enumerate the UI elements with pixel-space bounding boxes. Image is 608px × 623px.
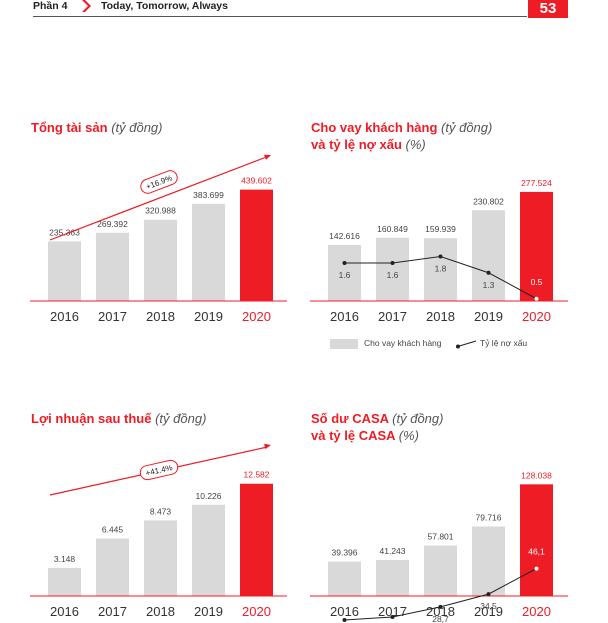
profit-value-label-2020: 12.582 [244, 470, 270, 480]
assets-tick-2018: 2018 [146, 309, 175, 324]
profit-value-label-2017: 6.445 [102, 524, 124, 534]
loans-value-label-2019: 230.802 [473, 196, 504, 206]
loans-tick-2018: 2018 [426, 309, 455, 324]
page-header: Phần 4 Today, Tomorrow, Always 53 [0, 0, 608, 20]
casa-value-label-2020: 128.038 [521, 470, 552, 480]
loans-chart-title: Cho vay khách hàng (tỷ đồng) và tỷ lệ nợ… [311, 120, 493, 152]
assets-tick-2020: 2020 [242, 309, 271, 324]
casa-tick-2020: 2020 [522, 604, 551, 619]
profit-tick-2018: 2018 [146, 604, 175, 619]
assets-value-label-2018: 320.988 [145, 206, 176, 216]
casa-point-label-2019: 34,5 [480, 601, 497, 611]
casa-value-label-2016: 39.396 [332, 548, 358, 558]
assets-tick-2019: 2019 [194, 309, 223, 324]
loans-point-label-2016: 1.6 [339, 270, 351, 280]
chevron-right-icon [82, 0, 91, 12]
legend-line-icon [455, 340, 477, 349]
loans-point-2019 [486, 270, 491, 275]
section-label: Phần 4 [33, 0, 68, 12]
assets-bar-2019 [192, 203, 225, 301]
casa-value-label-2018: 57.801 [428, 532, 454, 542]
profit-bar-2018 [144, 520, 177, 596]
assets-bar-2018 [144, 219, 177, 301]
casa-point-label-2018: 28,7 [432, 614, 449, 623]
loans-bar-2017 [376, 237, 409, 301]
casa-bar-2020 [520, 484, 553, 596]
casa-bar-2019 [472, 526, 505, 596]
legend-loans-label: Cho vay khách hàng [364, 338, 442, 348]
loans-tick-2016: 2016 [330, 309, 359, 324]
section-subtitle: Today, Tomorrow, Always [101, 0, 228, 12]
profit-value-label-2016: 3.148 [54, 554, 76, 564]
assets-growth-arrowhead [264, 154, 271, 160]
loans-bar-2020 [520, 191, 553, 301]
assets-bar-2016 [48, 241, 81, 301]
casa-point-2018 [438, 604, 443, 609]
profit-growth-badge [139, 459, 179, 481]
profit-tick-2020: 2020 [242, 604, 271, 619]
casa-bar-2016 [328, 561, 361, 596]
assets-growth-arrow [49, 156, 266, 241]
casa-tick-2016: 2016 [330, 604, 359, 619]
casa-point-2019 [486, 592, 491, 597]
assets-value-label-2017: 269.392 [97, 219, 128, 229]
assets-bar-2017 [96, 232, 129, 301]
casa-bar-2017 [376, 560, 409, 596]
profit-bar-2019 [192, 504, 225, 596]
profit-bar-2020 [240, 483, 273, 596]
casa-point-2020 [534, 566, 539, 571]
profit-tick-2019: 2019 [194, 604, 223, 619]
profit-tick-2016: 2016 [50, 604, 79, 619]
header-divider [33, 16, 527, 17]
loans-point-label-2017: 1.6 [387, 270, 399, 280]
loans-point-label-2020: 0.5 [531, 277, 543, 287]
casa-value-label-2019: 79.716 [476, 512, 502, 522]
loans-point-2020 [534, 296, 539, 301]
assets-tick-2016: 2016 [50, 309, 79, 324]
assets-value-label-2019: 383.699 [193, 190, 224, 200]
loans-value-label-2018: 159.939 [425, 224, 456, 234]
assets-tick-2017: 2017 [98, 309, 127, 324]
loans-value-label-2020: 277.524 [521, 178, 552, 188]
assets-bar-2020 [240, 189, 273, 301]
loans-value-label-2017: 160.849 [377, 224, 408, 234]
profit-growth-arrowhead [264, 443, 271, 450]
loans-tick-2017: 2017 [378, 309, 407, 324]
casa-point-label-2020: 46,1 [528, 547, 545, 557]
profit-value-label-2019: 10.226 [196, 491, 222, 501]
loans-bar-2019 [472, 210, 505, 301]
loans-tick-2019: 2019 [474, 309, 503, 324]
casa-point-2017 [390, 614, 395, 619]
loans-point-2017 [390, 261, 395, 265]
profit-tick-2017: 2017 [98, 604, 127, 619]
assets-value-label-2016: 235.363 [49, 227, 80, 237]
legend-npl-label: Tỷ lệ nợ xấu [480, 338, 528, 348]
assets-chart-title: Tổng tài sản (tỷ đồng) [31, 120, 163, 135]
loans-bar-2016 [328, 244, 361, 301]
profit-chart-title: Lợi nhuận sau thuế (tỷ đồng) [31, 411, 207, 426]
profit-value-label-2018: 8.473 [150, 506, 172, 516]
assets-growth-badge [140, 170, 178, 194]
loans-bar-2018 [424, 238, 457, 301]
loans-point-2018 [438, 254, 443, 259]
loans-tick-2020: 2020 [522, 309, 551, 324]
casa-value-label-2017: 41.243 [380, 546, 406, 556]
page-number: 53 [528, 0, 568, 18]
casa-point-2016 [342, 618, 347, 623]
loans-point-2016 [342, 261, 347, 265]
casa-tick-2018: 2018 [426, 604, 455, 619]
loans-point-label-2018: 1.8 [435, 264, 447, 274]
profit-bar-2016 [48, 567, 81, 596]
legend-bar-swatch [330, 339, 358, 349]
casa-bar-2018 [424, 545, 457, 596]
loans-value-label-2016: 142.616 [329, 231, 360, 241]
profit-bar-2017 [96, 538, 129, 596]
casa-tick-2019: 2019 [474, 604, 503, 619]
assets-value-label-2020: 439.602 [241, 176, 272, 186]
loans-point-label-2019: 1.3 [483, 280, 495, 290]
casa-chart-title: Số dư CASA (tỷ đồng) và tỷ lệ CASA (%) [311, 411, 444, 443]
